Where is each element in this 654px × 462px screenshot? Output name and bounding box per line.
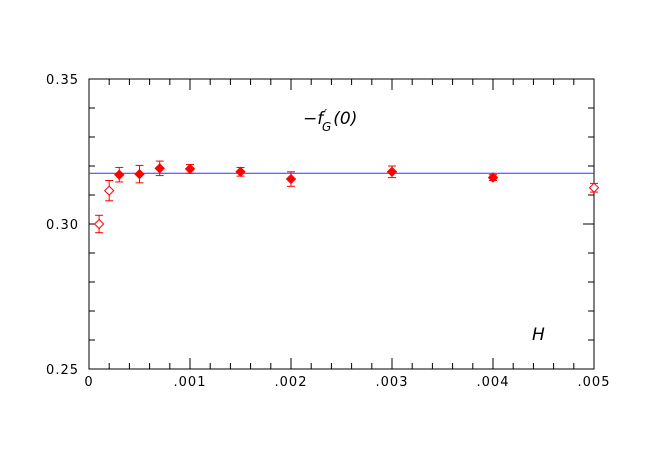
annotation-arg: (0) bbox=[333, 109, 357, 129]
tick-labels: 0 .001 .002 .003 .004 .005 0.25 0.30 0.35 bbox=[46, 73, 611, 390]
filled-diamond-marker bbox=[134, 168, 145, 180]
y-tick-label: 0.35 bbox=[46, 73, 79, 88]
annotation-sub: G bbox=[322, 120, 331, 134]
axis-ticks bbox=[88, 78, 595, 370]
data-point-filled bbox=[285, 171, 297, 187]
x-tick-label: .003 bbox=[376, 375, 409, 390]
data-point-filled bbox=[487, 172, 499, 183]
filled-diamond-marker bbox=[114, 169, 125, 180]
annotation-prime: ′ bbox=[324, 107, 327, 121]
x-tick-label: .005 bbox=[578, 375, 611, 390]
y-tick-label: 0.30 bbox=[46, 218, 79, 233]
x-tick-label: .001 bbox=[174, 375, 207, 390]
x-tick-label: 0 bbox=[84, 375, 93, 390]
data-point-open bbox=[588, 182, 600, 193]
filled-diamond-marker bbox=[184, 163, 196, 175]
data-point-open bbox=[93, 214, 105, 234]
open-diamond-marker bbox=[93, 218, 105, 230]
x-axis-symbol: H bbox=[532, 325, 545, 345]
data-point-filled bbox=[154, 160, 165, 177]
data-points bbox=[93, 160, 600, 234]
data-point-filled bbox=[235, 166, 246, 178]
data-point-filled bbox=[114, 166, 125, 183]
filled-diamond-marker bbox=[386, 166, 398, 178]
y-tick-label: 0.25 bbox=[46, 363, 79, 378]
data-point-filled bbox=[386, 165, 398, 179]
filled-diamond-marker bbox=[487, 172, 499, 183]
open-diamond-marker bbox=[588, 182, 600, 193]
filled-diamond-marker bbox=[154, 163, 165, 174]
x-tick-label: .004 bbox=[477, 375, 510, 390]
open-diamond-marker bbox=[103, 185, 115, 196]
filled-diamond-marker bbox=[235, 166, 246, 178]
annotation-main: −f bbox=[303, 109, 326, 129]
chart-annotation: −f′ G (0) bbox=[303, 107, 357, 134]
data-point-filled bbox=[184, 163, 196, 175]
data-point-filled bbox=[134, 164, 145, 184]
x-tick-label: .002 bbox=[275, 375, 308, 390]
filled-diamond-marker bbox=[285, 173, 297, 185]
data-point-open bbox=[103, 180, 115, 202]
